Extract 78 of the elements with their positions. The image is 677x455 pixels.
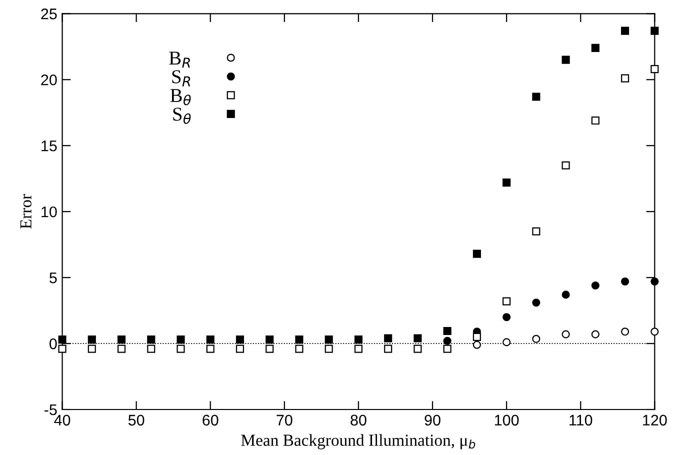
- point: [324, 336, 333, 344]
- point: [206, 336, 214, 344]
- point: [562, 56, 570, 64]
- x-tick-label: 90: [424, 414, 440, 426]
- point: [621, 74, 630, 82]
- point: [117, 344, 126, 353]
- point: [414, 334, 422, 342]
- point: [176, 336, 185, 344]
- point: [176, 344, 185, 353]
- point: [295, 336, 304, 344]
- legend-label: S$_{θ}$: [173, 108, 191, 124]
- point: [443, 344, 452, 353]
- point: [443, 326, 452, 336]
- y-tick-label: 25: [41, 8, 57, 20]
- x-tick-label: 110: [570, 414, 592, 426]
- point: [384, 334, 392, 342]
- point: [295, 344, 304, 353]
- point: [562, 330, 570, 338]
- x-tick-label: 120: [643, 414, 667, 426]
- point: [88, 336, 96, 344]
- point: [472, 250, 481, 258]
- point: [266, 336, 274, 344]
- point: [621, 328, 630, 336]
- point: [591, 281, 600, 290]
- point: [472, 332, 481, 341]
- point: [502, 297, 511, 306]
- point: [621, 26, 630, 35]
- point: [354, 344, 362, 353]
- point: [58, 336, 66, 344]
- point: [650, 277, 659, 286]
- point: [532, 298, 540, 307]
- y-axis-title: Error: [20, 194, 32, 229]
- point: [472, 340, 481, 349]
- point: [532, 334, 540, 343]
- point: [443, 336, 452, 345]
- point: [562, 161, 570, 170]
- y-tick-label: 0: [50, 338, 57, 350]
- point: [236, 344, 244, 353]
- point: [650, 26, 659, 35]
- point: [532, 92, 540, 101]
- point: [650, 328, 659, 336]
- y-tick-label: -5: [44, 404, 57, 416]
- point: [532, 227, 540, 236]
- legend-label: B$_{R}$: [169, 52, 190, 68]
- point: [206, 344, 214, 353]
- legend-label: S$_{R}$: [172, 70, 190, 86]
- point: [591, 44, 600, 52]
- point: [502, 178, 511, 187]
- point: [384, 344, 392, 353]
- point: [562, 290, 570, 299]
- point: [266, 344, 274, 353]
- point: [502, 338, 511, 346]
- y-tick-label: 10: [42, 206, 57, 218]
- y-tick-label: 15: [42, 140, 57, 152]
- point: [147, 344, 156, 353]
- legend-label: B$_{θ}$: [170, 89, 191, 106]
- x-axis-title: Mean Background Illumination, μ$_{b}$: [241, 434, 476, 450]
- point: [591, 116, 600, 125]
- point: [502, 313, 511, 322]
- point: [324, 344, 333, 353]
- point: [621, 277, 630, 286]
- x-tick-label: 70: [276, 414, 292, 426]
- point: [88, 344, 96, 353]
- point: [591, 330, 600, 338]
- point: [147, 336, 156, 344]
- x-tick-label: 60: [202, 414, 218, 426]
- x-tick-label: 50: [128, 414, 144, 426]
- point: [58, 344, 66, 353]
- point: [117, 336, 126, 344]
- x-tick-label: 100: [494, 414, 519, 426]
- y-tick-label: 5: [50, 272, 57, 284]
- x-tick-label: 80: [350, 414, 366, 426]
- point: [414, 344, 422, 353]
- y-tick-label: 20: [41, 74, 57, 86]
- x-tick-label: 40: [54, 414, 70, 426]
- point: [236, 336, 244, 344]
- point: [650, 65, 659, 74]
- point: [354, 336, 362, 344]
